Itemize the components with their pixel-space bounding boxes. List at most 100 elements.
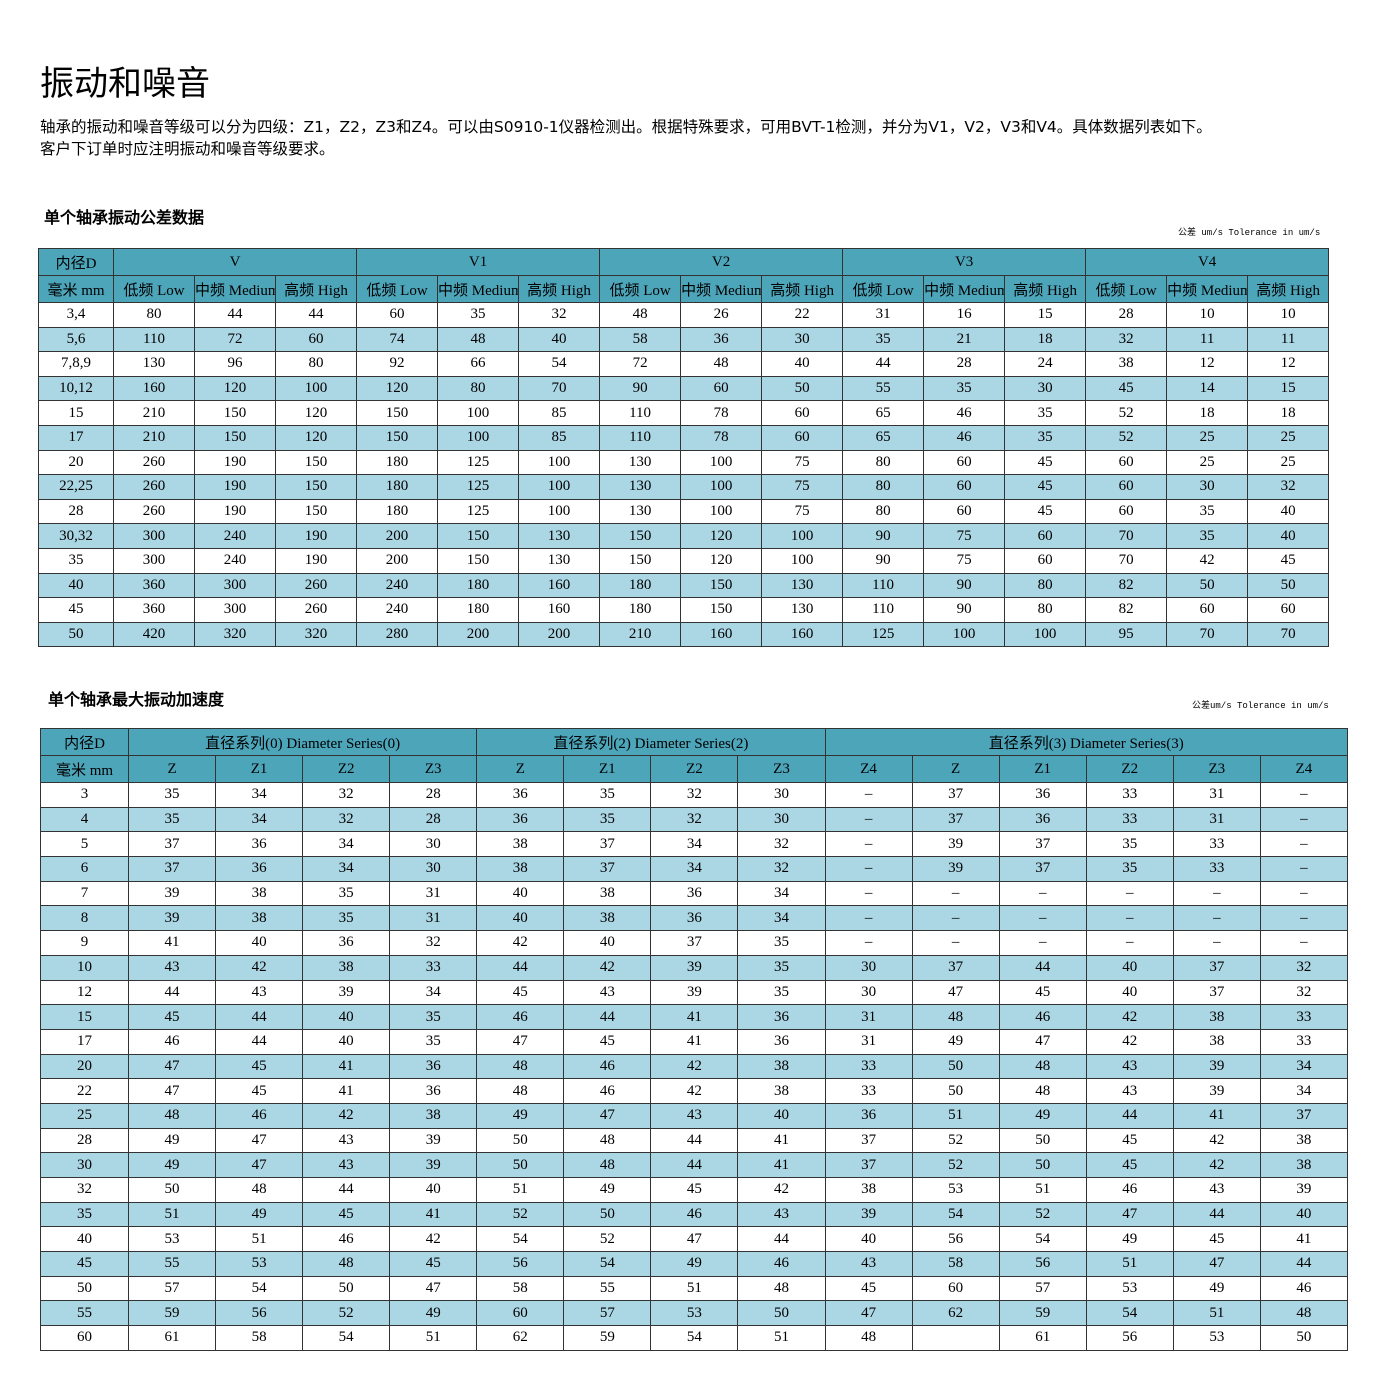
- data-cell: 44: [274, 302, 358, 328]
- data-cell: 125: [437, 474, 520, 500]
- row-label: 3,4: [38, 302, 114, 328]
- data-cell: 210: [599, 621, 682, 648]
- data-cell: 22: [761, 302, 844, 328]
- data-cell: 51: [737, 1325, 826, 1351]
- data-cell: 260: [274, 597, 358, 623]
- data-cell: 40: [1085, 954, 1174, 981]
- data-cell: 53: [127, 1226, 217, 1253]
- data-cell: 300: [194, 597, 276, 623]
- data-cell: 48: [127, 1102, 217, 1129]
- data-cell: 52: [563, 1226, 652, 1253]
- data-cell: 38: [563, 905, 652, 932]
- data-cell: 21: [923, 326, 1006, 353]
- data-cell: 120: [274, 424, 358, 451]
- header-cell: 中频 Medium: [437, 275, 520, 303]
- data-cell: 35: [389, 1028, 478, 1055]
- data-cell: 16: [923, 302, 1006, 328]
- data-cell: 100: [274, 375, 358, 402]
- row-label: 6: [40, 856, 129, 882]
- data-cell: –: [911, 880, 1000, 907]
- data-cell: 39: [389, 1152, 478, 1178]
- data-cell: 260: [113, 498, 195, 525]
- data-cell: 130: [599, 474, 682, 500]
- data-cell: 12: [1247, 351, 1330, 377]
- data-cell: 200: [437, 621, 520, 648]
- data-cell: 24: [1004, 351, 1087, 377]
- data-cell: 37: [1259, 1102, 1348, 1129]
- row-label: 35: [40, 1201, 129, 1228]
- data-cell: 46: [1085, 1177, 1174, 1203]
- data-cell: 41: [737, 1127, 826, 1154]
- header-cell: Z: [476, 755, 565, 783]
- row-label: 40: [38, 572, 114, 599]
- data-cell: 36: [476, 806, 565, 833]
- row-label: 45: [38, 597, 114, 623]
- data-cell: 49: [127, 1152, 217, 1178]
- data-cell: 35: [1085, 831, 1174, 858]
- data-cell: 100: [761, 523, 844, 549]
- data-cell: 36: [389, 1053, 478, 1080]
- header-cell: 中频 Medium: [680, 275, 763, 303]
- data-cell: 41: [127, 930, 217, 956]
- data-cell: 110: [113, 326, 195, 353]
- data-row: 20 47 45 41 36 48 46 42 38 33 50 48 43 39 34: [40, 1053, 1348, 1080]
- data-cell: 35: [127, 782, 217, 808]
- data-cell: 31: [389, 905, 478, 932]
- data-cell: 28: [389, 782, 478, 808]
- data-cell: 40: [1247, 498, 1330, 525]
- data-cell: 44: [127, 979, 217, 1006]
- data-cell: 58: [215, 1325, 304, 1351]
- data-cell: 31: [842, 302, 925, 328]
- data-cell: 38: [1172, 1004, 1261, 1030]
- data-cell: 33: [389, 954, 478, 981]
- data-row: 5 37 36 34 30 38 37 34 32–39 37 35 33–: [40, 831, 1348, 858]
- data-cell: –: [1172, 905, 1261, 932]
- data-cell: 42: [563, 954, 652, 981]
- data-cell: 34: [215, 806, 304, 833]
- data-row: 8 39 38 35 31 40 38 36 34– – – – – –: [40, 905, 1348, 932]
- data-cell: 45: [1004, 474, 1087, 500]
- data-cell: 420: [113, 621, 195, 648]
- data-cell: 33: [1172, 831, 1261, 858]
- data-cell: 49: [215, 1201, 304, 1228]
- data-cell: 45: [1085, 1127, 1174, 1154]
- data-cell: 47: [911, 979, 1000, 1006]
- data-cell: 210: [113, 424, 195, 451]
- data-cell: 180: [437, 572, 520, 599]
- data-cell: –: [1259, 831, 1348, 858]
- data-cell: 160: [518, 572, 601, 599]
- data-cell: 90: [842, 523, 925, 549]
- data-cell: 41: [302, 1078, 391, 1104]
- tolerance-table: 内径D V V1 V2 V3 V4 毫米 mm 低频 Low 中频 Medium 高频 High 低…: [38, 248, 1330, 648]
- data-cell: 10: [1166, 302, 1249, 328]
- data-cell: 46: [215, 1102, 304, 1129]
- data-cell: 28: [923, 351, 1006, 377]
- data-cell: 45: [998, 979, 1087, 1006]
- data-cell: 36: [998, 782, 1087, 808]
- row-label: 17: [38, 424, 114, 451]
- data-cell: 25: [1166, 449, 1249, 476]
- data-cell: –: [824, 831, 913, 858]
- data-cell: 32: [737, 856, 826, 882]
- data-cell: 55: [563, 1275, 652, 1302]
- data-cell: 45: [1004, 498, 1087, 525]
- data-cell: 37: [824, 1127, 913, 1154]
- data-cell: 66: [437, 351, 520, 377]
- data-cell: 45: [1085, 375, 1168, 402]
- data-cell: 34: [650, 856, 739, 882]
- data-cell: 50: [1259, 1325, 1348, 1351]
- data-cell: 43: [650, 1102, 739, 1129]
- data-cell: 31: [1172, 782, 1261, 808]
- header-cell: Z: [911, 755, 1000, 783]
- data-cell: 39: [911, 856, 1000, 882]
- data-cell: 60: [923, 449, 1006, 476]
- header-cell: Z2: [302, 755, 391, 783]
- data-cell: 80: [437, 375, 520, 402]
- data-cell: 51: [998, 1177, 1087, 1203]
- row-label: 32: [40, 1177, 129, 1203]
- data-cell: 11: [1247, 326, 1330, 353]
- row-label: 20: [40, 1053, 129, 1080]
- data-row: 28 260 190 150 180 125 100 130 100 75 80 60 45 60 35 40: [38, 498, 1330, 525]
- row-label: 20: [38, 449, 114, 476]
- data-cell: 18: [1247, 400, 1330, 426]
